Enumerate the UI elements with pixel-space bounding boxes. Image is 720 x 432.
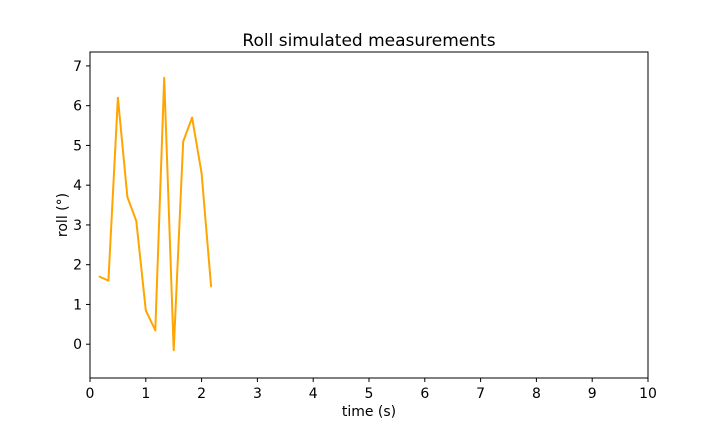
x-tick-label: 9	[588, 386, 597, 402]
y-tick-label: 5	[73, 138, 82, 154]
x-tick-label: 5	[365, 386, 374, 402]
data-point	[154, 329, 157, 332]
x-tick-label: 8	[532, 386, 541, 402]
data-point	[107, 279, 110, 282]
x-tick-label: 1	[141, 386, 150, 402]
y-tick-label: 3	[73, 218, 82, 234]
data-point	[135, 220, 138, 222]
data-point	[117, 96, 119, 99]
data-point	[163, 76, 166, 79]
x-axis-label: time (s)	[342, 404, 396, 420]
x-tick-label: 6	[420, 386, 429, 402]
data-point	[210, 285, 212, 288]
x-tick-label: 0	[86, 386, 95, 402]
plot-area	[98, 76, 213, 352]
data-point	[172, 349, 175, 352]
x-tick-label: 3	[253, 386, 262, 402]
x-tick-label: 4	[309, 386, 318, 402]
data-point	[144, 309, 147, 312]
y-axis: 0 1 2 3 4 5 6 7	[73, 59, 90, 353]
data-point	[98, 275, 101, 278]
y-tick-label: 0	[73, 337, 82, 353]
y-tick-label: 2	[73, 258, 82, 274]
y-axis-label: roll (°)	[55, 193, 71, 237]
data-point	[126, 196, 129, 199]
data-point	[200, 172, 203, 175]
x-tick-label: 7	[476, 386, 485, 402]
y-tick-label: 6	[73, 99, 82, 115]
x-axis: 0 1 2 3 4 5 6 7 8 9 10	[86, 378, 657, 402]
x-tick-label: 2	[197, 386, 206, 402]
data-point	[191, 116, 194, 119]
y-tick-label: 1	[73, 297, 82, 313]
x-tick-label: 10	[639, 386, 657, 402]
data-point	[182, 140, 185, 143]
y-tick-label: 7	[73, 59, 82, 75]
y-tick-label: 4	[73, 178, 82, 194]
chart-title: Roll simulated measurements	[242, 31, 495, 51]
